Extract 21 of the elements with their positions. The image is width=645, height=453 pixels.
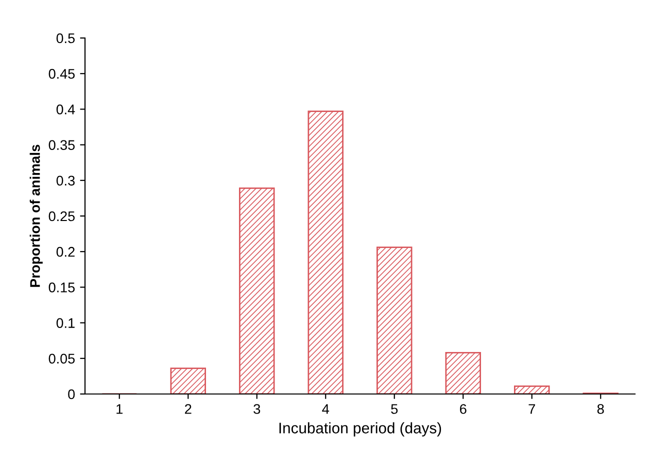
y-tick-label: 0.5 [56, 33, 75, 44]
y-tick-label: 0.1 [56, 318, 75, 328]
y-axis-title: Proportion of animals [30, 144, 43, 287]
y-tick-label: 0.4 [56, 104, 75, 114]
y-tick-label: 0.05 [48, 354, 75, 364]
x-tick-label: 5 [391, 404, 398, 414]
x-axis-title: Incubation period (days) [279, 422, 442, 436]
x-tick-label: 7 [528, 404, 536, 414]
x-tick-label: 8 [597, 404, 604, 414]
y-tick-label: 0.35 [48, 140, 75, 150]
y-tick-label: 0.25 [48, 211, 75, 222]
y-tick-label: 0.2 [56, 246, 75, 257]
x-tick-label: 6 [460, 404, 466, 414]
x-tick-label: 1 [116, 404, 123, 414]
y-tick-label: 0 [68, 389, 75, 400]
y-tick-label: 0.15 [48, 282, 75, 292]
y-tick-label: 0.45 [48, 68, 75, 79]
x-tick-label: 4 [322, 404, 330, 414]
y-tick-label: 0.3 [56, 176, 75, 186]
x-tick-label: 2 [184, 404, 192, 414]
x-tick-label: 3 [254, 404, 260, 414]
